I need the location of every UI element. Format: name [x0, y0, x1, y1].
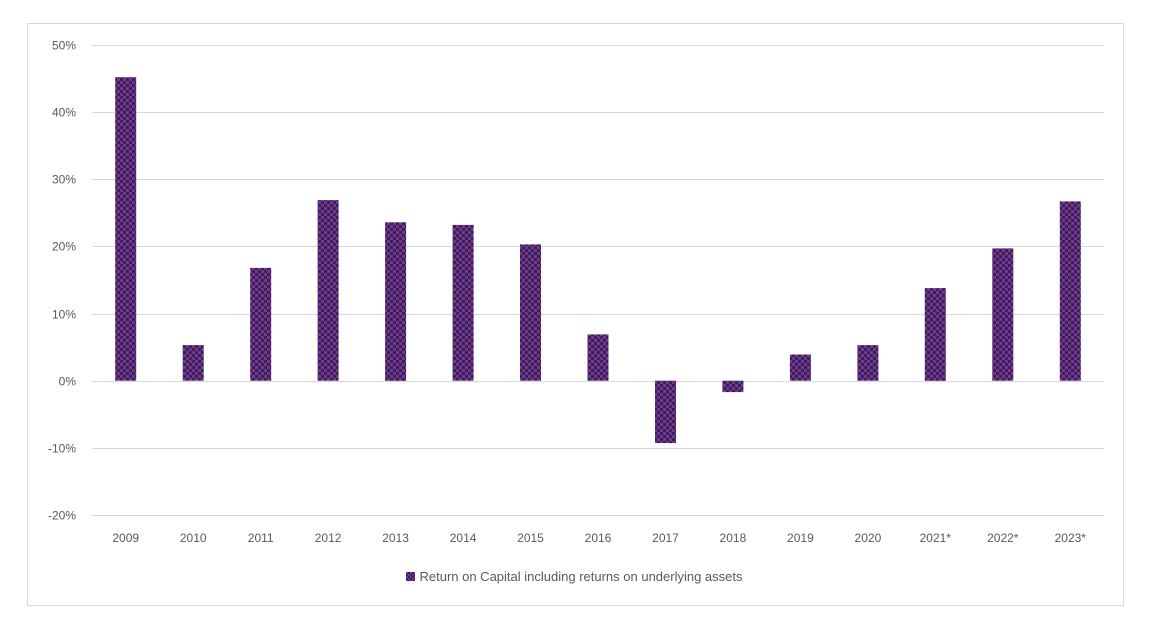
x-tick-label: 2021*: [920, 531, 952, 545]
x-tick-label: 2017: [652, 531, 679, 545]
bar-2020: [857, 345, 879, 381]
bars: [115, 77, 1081, 444]
x-tick-label: 2009: [112, 531, 139, 545]
bar-2017: [655, 380, 676, 444]
x-tick-label: 2020: [855, 531, 882, 545]
bar-2021-projected: [924, 288, 946, 381]
y-axis-tick-labels: 50% 40% 30% 20% 10% 0% -10% -20%: [48, 39, 76, 523]
x-tick-label: 2011: [248, 531, 274, 545]
bar-2011: [250, 267, 272, 381]
bar-2023-projected: [1059, 201, 1081, 381]
gridlines: [92, 45, 1104, 516]
y-tick-label: 50%: [52, 39, 76, 53]
x-tick-label: 2019: [787, 531, 814, 545]
x-tick-label: 2022*: [987, 531, 1019, 545]
x-tick-label: 2015: [517, 531, 544, 545]
x-axis-tick-labels: 2009 2010 2011 2012 2013 2014 2015 2016 2017 2018…: [112, 531, 1086, 545]
y-tick-label: -20%: [48, 509, 76, 523]
y-tick-label: 30%: [52, 173, 76, 187]
legend: Return on Capital including returns on u…: [0, 569, 1149, 584]
x-tick-label: 2013: [382, 531, 409, 545]
x-tick-label: 2023*: [1055, 531, 1087, 545]
legend-label: Return on Capital including returns on u…: [419, 569, 743, 584]
y-tick-label: 10%: [52, 308, 76, 322]
bar-2018: [722, 380, 744, 393]
bar-2012: [317, 200, 339, 381]
y-tick-label: 0%: [59, 375, 77, 389]
legend-swatch: [406, 572, 416, 582]
bar-2010: [182, 345, 204, 381]
bar-2016: [587, 334, 609, 381]
y-tick-label: -10%: [48, 442, 76, 456]
bar-2014: [452, 224, 474, 381]
x-tick-label: 2012: [315, 531, 342, 545]
bar-2013: [385, 222, 407, 381]
x-tick-label: 2010: [180, 531, 207, 545]
x-tick-label: 2018: [720, 531, 747, 545]
x-tick-label: 2014: [450, 531, 477, 545]
bar-2019: [789, 354, 811, 381]
bar-2015: [520, 244, 541, 381]
y-tick-label: 40%: [52, 106, 76, 120]
bar-2009: [115, 77, 137, 381]
bar-2022-projected: [992, 248, 1014, 381]
x-tick-label: 2016: [585, 531, 612, 545]
y-tick-label: 20%: [52, 240, 76, 254]
